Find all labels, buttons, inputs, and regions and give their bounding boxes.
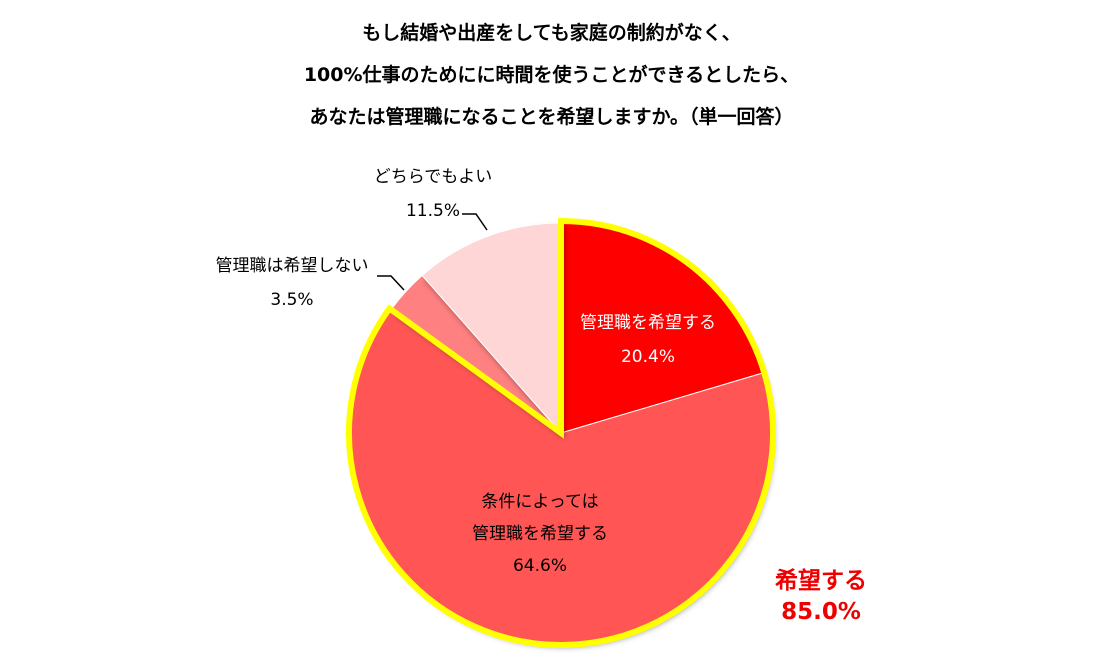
title-line-1: もし結婚や出産をしても家庭の制約がなく、: [362, 22, 741, 44]
title-line-3: あなたは管理職になることを希望しますか。（単一回答）: [309, 106, 794, 128]
highlight-outline: [346, 217, 776, 648]
callout-label: 希望する: [775, 568, 867, 594]
pie-slices: [350, 222, 772, 644]
slice-label-0: 管理職を希望する: [580, 313, 716, 333]
callout-value: 85.0%: [781, 599, 861, 625]
title-line-2: 100%仕事のためにに時間を使うことができるとしたら、: [303, 64, 800, 86]
highlight-outline-path: [346, 217, 776, 648]
slice-label-1: 条件によっては: [481, 492, 598, 512]
total-callout: 希望する 85.0%: [756, 566, 886, 628]
slice-label-2: 管理職は希望しない: [216, 256, 369, 276]
slice-value-3: 11.5%: [406, 201, 460, 221]
leader-lines: [377, 213, 488, 291]
leader-line-2: [377, 275, 405, 291]
slice-label-3: どちらでもよい: [374, 167, 493, 187]
slice-value-2: 3.5%: [270, 290, 313, 310]
slice-value-1: 64.6%: [513, 556, 567, 576]
slice-value-0: 20.4%: [621, 347, 675, 367]
pie-slice-3: [421, 222, 562, 435]
chart-title: もし結婚や出産をしても家庭の制約がなく、 100%仕事のためにに時間を使うことが…: [0, 12, 1103, 138]
slice-label2-1: 管理職を希望する: [472, 524, 608, 544]
slice-labels: 管理職を希望する20.4%条件によっては管理職を希望する64.6%管理職は希望し…: [216, 167, 717, 576]
leader-line-3: [462, 213, 488, 231]
